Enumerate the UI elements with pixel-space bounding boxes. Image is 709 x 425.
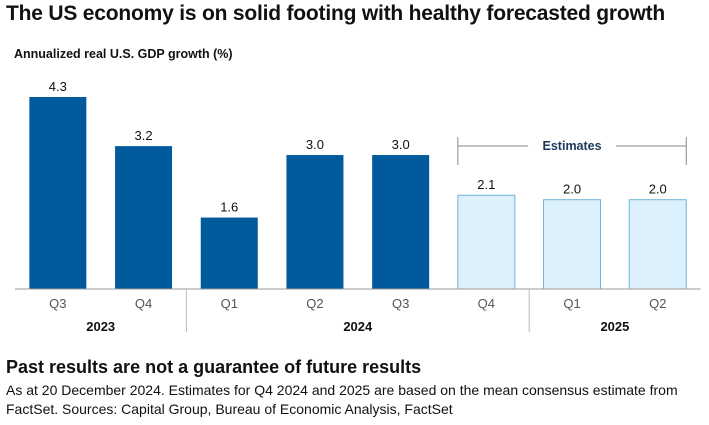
x-tick-label: Q4 — [135, 296, 152, 311]
year-label: 2024 — [343, 319, 373, 334]
bar-q2-7 — [628, 199, 687, 290]
bar-q4-5 — [457, 194, 516, 290]
year-label: 2023 — [86, 319, 115, 334]
gdp-bar-chart: 4.3 Q3 3.2 Q4 1.6 Q1 3.0 Q2 3.0 Q3 2.1 Q4 2.0 Q1 2.0 Q2… — [15, 79, 701, 334]
x-tick-label: Q1 — [221, 296, 238, 311]
bar-q2-3 — [286, 155, 344, 289]
source-note: As at 20 December 2024. Estimates for Q4… — [6, 382, 678, 417]
data-label: 3.2 — [135, 128, 153, 143]
data-label: 3.0 — [392, 137, 410, 152]
bar-q4-1 — [115, 146, 173, 289]
x-tick-label: Q3 — [49, 296, 66, 311]
x-tick-label: Q4 — [478, 296, 495, 311]
y-axis-label: Annualized real U.S. GDP growth (%) — [14, 47, 233, 61]
chart-title: The US economy is on solid footing with … — [6, 2, 666, 25]
data-label: 2.1 — [477, 177, 495, 192]
bar-q1-2 — [200, 217, 258, 289]
year-label: 2025 — [600, 319, 629, 334]
bar-q1-6 — [543, 199, 602, 290]
data-label: 3.0 — [306, 137, 324, 152]
x-tick-label: Q2 — [306, 296, 323, 311]
bar-q3-0 — [29, 97, 87, 289]
x-tick-label: Q2 — [649, 296, 666, 311]
data-label: 1.6 — [220, 200, 238, 215]
x-tick-label: Q3 — [392, 296, 409, 311]
estimates-annotation: Estimates — [543, 139, 602, 153]
data-label: 2.0 — [563, 182, 581, 197]
disclaimer-heading: Past results are not a guarantee of futu… — [6, 357, 422, 377]
data-label: 4.3 — [49, 79, 67, 94]
data-label: 2.0 — [649, 182, 667, 197]
x-tick-label: Q1 — [563, 296, 580, 311]
bar-q3-4 — [372, 155, 430, 289]
